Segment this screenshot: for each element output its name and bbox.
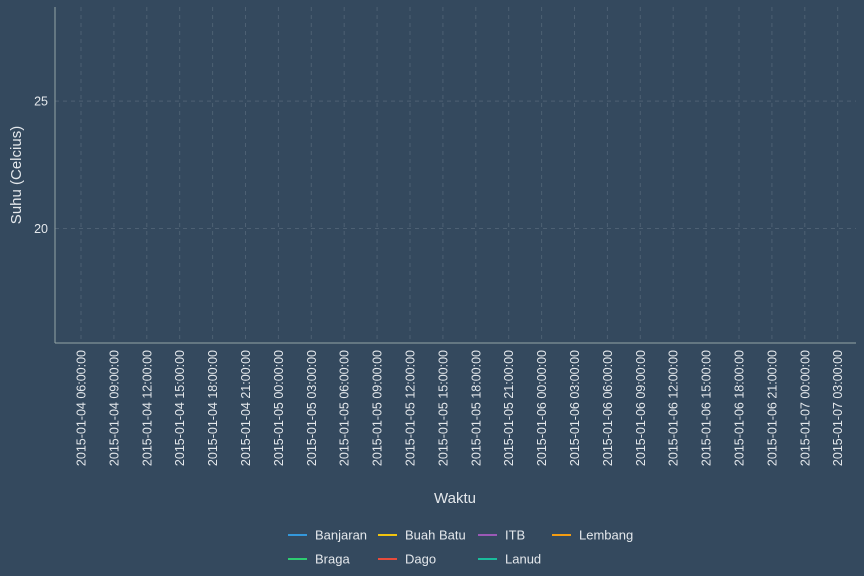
x-tick-label: 2015-01-05 03:00:00	[305, 350, 319, 466]
y-tick-label: 25	[34, 95, 48, 109]
x-tick-label: 2015-01-07 00:00:00	[798, 350, 812, 466]
x-tick-label: 2015-01-05 18:00:00	[469, 350, 483, 466]
x-tick-label: 2015-01-05 12:00:00	[404, 350, 418, 466]
x-tick-label: 2015-01-06 21:00:00	[765, 350, 779, 466]
legend-label: Lembang	[579, 528, 633, 543]
x-axis-title: Waktu	[434, 490, 476, 507]
x-tick-label: 2015-01-05 15:00:00	[436, 350, 450, 466]
x-tick-label: 2015-01-06 12:00:00	[667, 350, 681, 466]
legend: Banjaran Braga Buah Batu Dago ITB Lanud Lemban…	[288, 528, 633, 567]
legend-label: Braga	[315, 552, 350, 567]
x-tick-label: 2015-01-05 09:00:00	[371, 350, 385, 466]
x-tick-label: 2015-01-05 06:00:00	[338, 350, 352, 466]
x-tick-label: 2015-01-06 18:00:00	[733, 350, 747, 466]
legend-item: Lanud	[478, 552, 541, 567]
x-tick-label: 2015-01-04 21:00:00	[239, 350, 253, 466]
x-tick-label: 2015-01-05 00:00:00	[272, 350, 286, 466]
legend-item: Lembang	[552, 528, 633, 543]
legend-label: Lanud	[505, 552, 541, 567]
legend-item: Banjaran	[288, 528, 367, 543]
legend-item: Dago	[378, 552, 436, 567]
legend-label: Banjaran	[315, 528, 367, 543]
legend-item: Braga	[288, 552, 350, 567]
x-tick-label: 2015-01-06 00:00:00	[535, 350, 549, 466]
x-tick-label: 2015-01-04 09:00:00	[107, 350, 121, 466]
x-tick-label: 2015-01-05 21:00:00	[502, 350, 516, 466]
x-tick-label: 2015-01-06 15:00:00	[700, 350, 714, 466]
y-axis-title: Suhu (Celcius)	[8, 126, 25, 224]
x-tick-label: 2015-01-04 12:00:00	[140, 350, 154, 466]
x-tick-labels: 2015-01-04 06:00:00 2015-01-04 09:00:00 20…	[75, 350, 846, 466]
legend-label: ITB	[505, 528, 525, 543]
x-tick-label: 2015-01-06 09:00:00	[634, 350, 648, 466]
x-tick-label: 2015-01-04 18:00:00	[206, 350, 220, 466]
x-tick-label: 2015-01-04 06:00:00	[75, 350, 89, 466]
y-tick-label: 20	[34, 222, 48, 236]
x-tick-label: 2015-01-06 03:00:00	[568, 350, 582, 466]
legend-label: Buah Batu	[405, 528, 466, 543]
grid-lines	[55, 7, 856, 343]
x-tick-label: 2015-01-07 03:00:00	[831, 350, 845, 466]
axes	[54, 7, 856, 344]
x-tick-label: 2015-01-04 15:00:00	[173, 350, 187, 466]
legend-label: Dago	[405, 552, 436, 567]
legend-item: ITB	[478, 528, 525, 543]
legend-item: Buah Batu	[378, 528, 466, 543]
x-tick-label: 2015-01-06 06:00:00	[601, 350, 615, 466]
